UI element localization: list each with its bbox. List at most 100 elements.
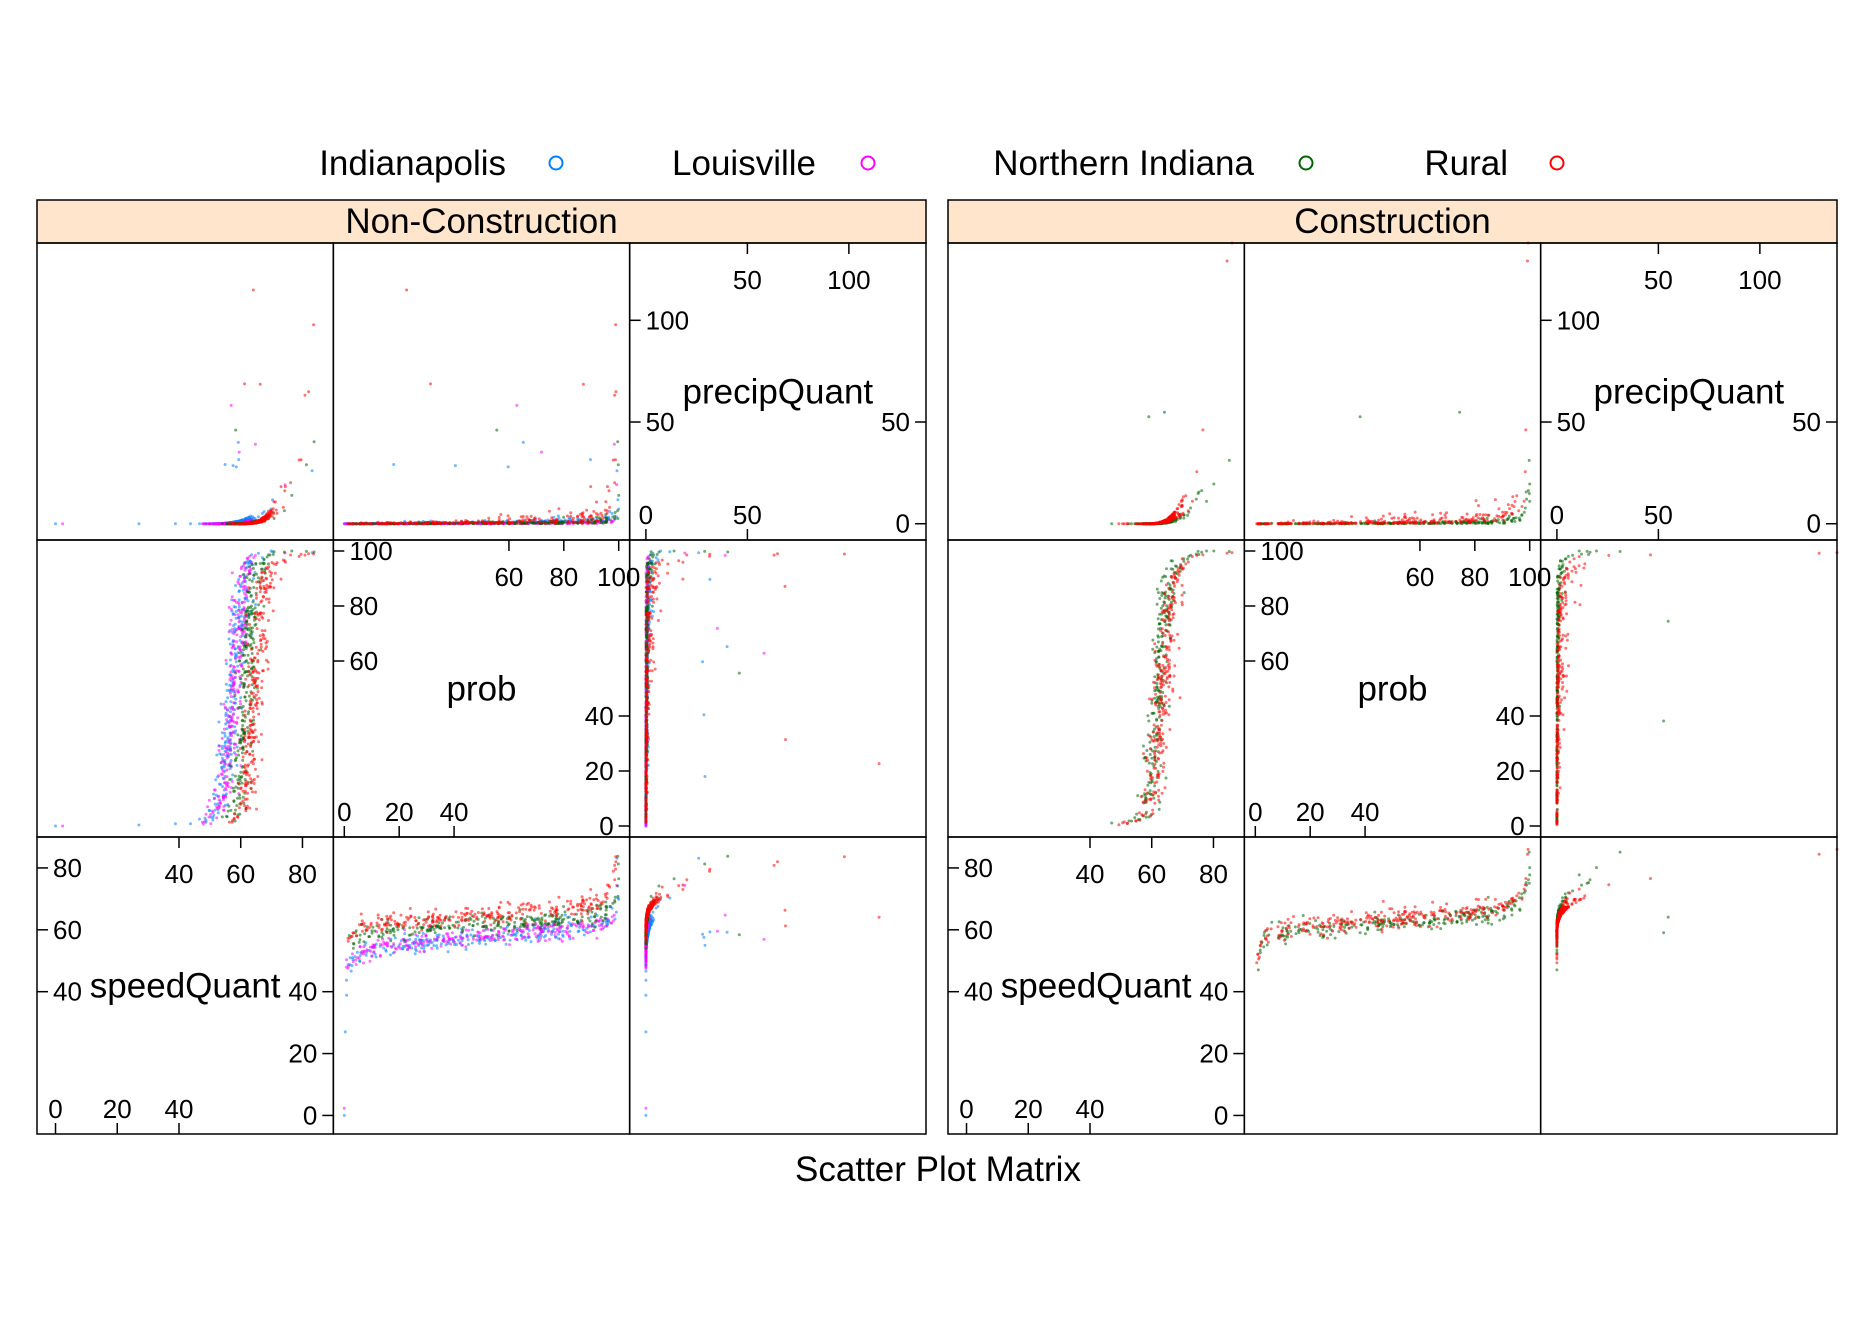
data-point	[221, 785, 225, 789]
data-point	[644, 750, 648, 753]
data-point	[616, 862, 620, 866]
data-point	[251, 710, 255, 714]
data-point	[502, 935, 505, 939]
data-point	[225, 718, 228, 722]
data-point	[557, 507, 561, 511]
data-point	[54, 522, 57, 526]
data-point	[241, 755, 245, 759]
data-point	[251, 608, 255, 611]
data-point	[239, 522, 243, 526]
data-point	[246, 712, 250, 716]
legend-label-rural: Rural	[1424, 144, 1508, 183]
data-point	[354, 963, 358, 966]
strip	[36, 199, 927, 244]
data-point	[234, 654, 237, 658]
data-point	[217, 522, 221, 526]
data-point	[540, 918, 544, 922]
data-point	[215, 816, 219, 820]
series-louisville	[61, 551, 287, 828]
data-point	[224, 682, 228, 686]
data-point	[611, 919, 615, 923]
cell-border	[628, 539, 927, 838]
data-point	[249, 745, 253, 748]
data-point	[229, 700, 233, 704]
data-point	[246, 653, 250, 657]
data-point	[466, 938, 470, 942]
data-point	[263, 629, 267, 633]
data-point	[232, 639, 236, 643]
data-point	[289, 553, 293, 557]
data-point	[236, 749, 240, 753]
data-point	[646, 684, 650, 688]
data-point	[232, 799, 236, 803]
data-point	[646, 680, 650, 684]
data-point	[247, 586, 251, 590]
data-point	[402, 938, 406, 942]
data-point	[137, 522, 141, 526]
data-point	[225, 815, 229, 819]
data-point	[241, 573, 245, 577]
data-point	[310, 469, 314, 473]
data-point	[258, 581, 262, 585]
legend-label-northern-indiana: Northern Indiana	[993, 144, 1254, 183]
data-point	[237, 620, 241, 624]
data-point	[414, 933, 418, 937]
data-point	[437, 521, 441, 525]
data-point	[609, 518, 612, 522]
data-point	[464, 945, 468, 949]
data-point	[212, 813, 216, 817]
tick-label: 40	[288, 977, 317, 1007]
data-point	[656, 558, 660, 562]
data-point	[561, 929, 565, 933]
data-point	[234, 628, 238, 632]
data-point	[510, 520, 514, 524]
data-point	[259, 638, 263, 642]
data-point	[217, 744, 221, 748]
data-point	[418, 950, 422, 954]
data-point	[263, 514, 267, 518]
data-point	[644, 812, 648, 816]
data-point	[647, 570, 651, 574]
data-point	[229, 691, 232, 695]
data-point	[585, 508, 589, 512]
data-point	[737, 671, 741, 675]
data-point	[270, 561, 274, 564]
data-point	[616, 463, 620, 467]
data-point	[482, 925, 486, 929]
data-point	[265, 645, 269, 649]
data-point	[556, 514, 560, 518]
data-point	[265, 577, 269, 581]
data-point	[562, 515, 566, 519]
data-point	[238, 639, 242, 642]
data-point	[245, 595, 249, 599]
data-point	[354, 929, 358, 933]
data-point	[233, 522, 237, 526]
data-point	[250, 579, 254, 583]
data-point	[557, 930, 561, 934]
data-point	[558, 937, 562, 941]
data-point	[246, 609, 250, 613]
data-point	[233, 694, 237, 698]
data-point	[230, 595, 234, 599]
data-point	[772, 553, 776, 557]
data-point	[231, 677, 235, 681]
data-point	[650, 604, 654, 608]
data-point	[607, 489, 611, 493]
data-point	[239, 802, 243, 806]
data-point	[591, 517, 595, 521]
data-point	[239, 614, 243, 618]
data-point	[486, 520, 490, 524]
data-point	[589, 915, 593, 919]
data-point	[304, 463, 308, 467]
data-point	[226, 696, 230, 700]
data-point	[262, 595, 265, 599]
data-point	[577, 929, 581, 933]
data-point	[342, 1113, 346, 1117]
tick-label: 20	[288, 1039, 317, 1069]
data-point	[362, 522, 366, 526]
data-point	[260, 575, 264, 579]
tick-label: 40	[53, 977, 82, 1007]
data-point	[499, 520, 503, 524]
data-point	[390, 929, 394, 933]
